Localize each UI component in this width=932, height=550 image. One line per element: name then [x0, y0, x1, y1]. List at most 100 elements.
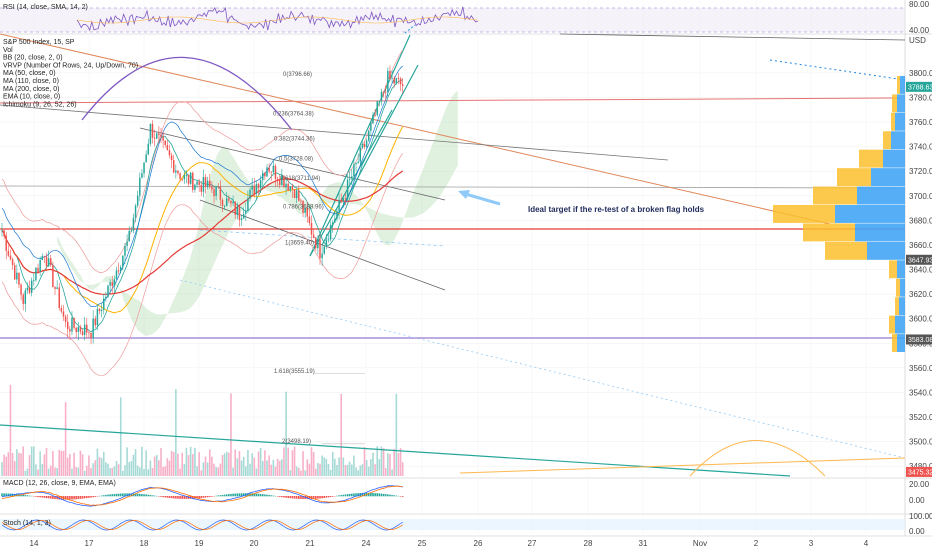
- macd-histogram-bar: [20, 494, 22, 497]
- macd-histogram-bar: [361, 492, 364, 497]
- legend-item-6: MA (200, close, 0): [3, 86, 59, 93]
- legend-item-0: S&P 500 Index, 15, SP: [3, 39, 75, 46]
- candle-body: [50, 258, 52, 266]
- stoch-pane[interactable]: Stoch (14, 1, 3) 100.00 0.00: [0, 512, 932, 536]
- volume-profile-down-bar: [897, 260, 905, 279]
- volume-bar: [158, 460, 160, 476]
- macd-histogram-bar: [308, 496, 311, 500]
- macd-histogram-bar: [304, 496, 306, 500]
- volume-profile-up-bar: [773, 204, 835, 223]
- price-tick-label: 3700.00: [909, 192, 932, 201]
- volume-bar: [54, 467, 56, 476]
- volume-bar: [7, 452, 10, 476]
- macd-histogram-bar: [319, 496, 321, 499]
- macd-histogram-bar: [39, 496, 41, 498]
- candle-body: [69, 329, 71, 332]
- candle-body: [253, 185, 256, 194]
- candle-body: [18, 272, 20, 285]
- macd-histogram-bar: [181, 496, 183, 499]
- candle-body: [338, 199, 340, 212]
- volume-bar: [185, 447, 188, 476]
- price-axis[interactable]: 3800.00 3780.00 3760.00 3740.00 3720.00 3700.…: [906, 69, 932, 477]
- macd-histogram-bar: [100, 495, 103, 497]
- trend-lines[interactable]: [0, 24, 906, 477]
- price-tick-label: 3480.00: [909, 462, 932, 471]
- candle-body: [183, 174, 186, 180]
- volume-bar: [37, 469, 39, 476]
- up-channel-inner-line: [309, 109, 393, 257]
- macd-histogram-bar: [344, 494, 347, 497]
- candle-body: [312, 234, 315, 239]
- up-channel-right-line: [321, 64, 419, 246]
- volume-bar: [391, 469, 393, 476]
- candle-body: [16, 272, 18, 280]
- volume-bar: [122, 470, 124, 476]
- price-pane[interactable]: 0(3796.66) 0.236(3764.38) 0.382(3744.36) 0.…: [0, 24, 932, 477]
- macd-histogram-bar: [314, 496, 317, 499]
- candle-body: [380, 91, 383, 102]
- volume-bar: [151, 468, 154, 476]
- candle-body: [298, 190, 300, 201]
- candle-body: [228, 198, 230, 201]
- candle-body: [147, 143, 150, 155]
- macd-histogram-bar: [367, 492, 370, 497]
- candle-body: [136, 195, 139, 206]
- volume-profile-up-bar: [883, 131, 891, 150]
- volume-bar: [399, 448, 402, 476]
- volume-bar: [130, 460, 133, 476]
- candle-body: [103, 298, 105, 310]
- rsi-band: [0, 8, 905, 32]
- volume-bar: [115, 461, 118, 476]
- volume-bar: [1, 462, 3, 476]
- price-tick-label: 3660.00: [909, 241, 932, 250]
- volume-profile-down-bar: [871, 168, 905, 187]
- macd-histogram-bar: [355, 493, 357, 497]
- volume-bar: [215, 467, 217, 476]
- stoch-k-line: [1, 519, 403, 531]
- volume-bar: [289, 470, 292, 476]
- rsi-pane[interactable]: RSI (14, close, SMA, 14, 2) 80.00 40.00: [0, 0, 930, 35]
- volume-bar: [141, 446, 143, 476]
- volume-profile-up-bar: [891, 112, 895, 131]
- price-tick-label: 3780.00: [909, 93, 932, 102]
- price-tick-label: 3520.00: [909, 413, 932, 422]
- time-axis[interactable]: 14 17 18 19 20 21 24 25 26 27 28 31 Nov 2 3 4: [30, 539, 869, 548]
- volume-bar: [327, 464, 330, 476]
- volume-bar: [374, 464, 376, 476]
- candle-body: [255, 184, 258, 194]
- price-tick-label: 3540.00: [909, 388, 932, 397]
- candle-body: [126, 241, 128, 246]
- macd-histogram-bar: [259, 493, 262, 497]
- volume-bar: [18, 452, 20, 476]
- candle-body: [387, 70, 389, 93]
- candle-body: [230, 200, 232, 204]
- volume-bar: [264, 450, 266, 476]
- macd-histogram-bar: [261, 494, 264, 497]
- macd-histogram-bar: [7, 493, 10, 497]
- macd-histogram-bar: [198, 496, 200, 499]
- volume-bar: [77, 467, 80, 476]
- macd-histogram-bar: [1, 493, 3, 497]
- macd-histogram-bar: [43, 496, 46, 498]
- price-tick-label: 3500.00: [909, 438, 932, 447]
- candle-body: [283, 176, 285, 188]
- volume-bar: [208, 449, 211, 476]
- macd-histogram-bar: [389, 494, 391, 497]
- volume-profile-down-bar: [897, 94, 905, 113]
- volume-bar: [22, 446, 24, 476]
- macd-histogram-bar: [166, 496, 169, 498]
- candle-body: [376, 101, 378, 116]
- volume-bar: [200, 470, 203, 476]
- candle-body: [109, 282, 111, 286]
- volume-profile-up-bar: [803, 223, 855, 242]
- horizontal-resistance-line: [0, 97, 901, 104]
- volume-bar: [149, 460, 152, 476]
- macd-pane[interactable]: MACD (12, 26, close, 9, EMA, EMA) 20.00 …: [1, 480, 930, 507]
- volume-bar: [304, 470, 306, 476]
- candle-body: [151, 123, 154, 138]
- macd-histogram-bar: [374, 493, 376, 497]
- volume-bar: [255, 468, 258, 476]
- volume-bar: [94, 460, 97, 476]
